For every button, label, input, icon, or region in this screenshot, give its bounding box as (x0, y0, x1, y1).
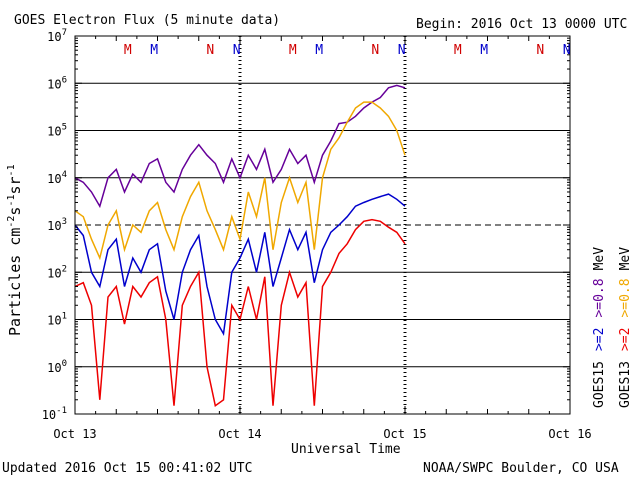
series-line (74, 84, 406, 209)
series-line (74, 218, 406, 407)
y-axis-label-text: Particles cm-2s-1sr-1 (6, 164, 24, 336)
marker-label: N (206, 43, 214, 58)
x-tick-label: Oct 16 (548, 427, 591, 441)
x-tick-label: Oct 13 (53, 427, 96, 441)
y-tick-label: 106 (47, 75, 67, 91)
legend-goes15: GOES15 >=2 >=0.8 MeV (592, 247, 607, 408)
marker-label: N (536, 43, 544, 58)
updated-timestamp: Updated 2016 Oct 15 00:41:02 UTC (2, 461, 252, 476)
y-tick-label: 105 (47, 123, 67, 139)
legend-goes13-label: GOES13 (618, 361, 633, 408)
plot-lines (74, 84, 406, 407)
legend-goes15-label: GOES15 (592, 361, 607, 408)
legend-orange-label: >=0.8 (618, 278, 633, 317)
marker-label: N (398, 43, 406, 58)
marker-label: M (454, 43, 462, 58)
y-tick-label: 107 (47, 28, 67, 44)
legend-red-label: >=2 (618, 328, 633, 351)
marker-label: M (480, 43, 488, 58)
y-axis-label: Particles cm-2s-1sr-1 (6, 164, 24, 336)
legend-mev-label-1: MeV (592, 247, 607, 271)
svg-text:GOES15>=2>=0.8MeV: GOES15 >=2 >=0.8 MeV (592, 247, 607, 408)
credit-label: NOAA/SWPC Boulder, CO USA (423, 461, 619, 476)
chart-title: GOES Electron Flux (5 minute data) (14, 13, 280, 28)
x-tick-label: Oct 15 (383, 427, 426, 441)
y-tick-label: 10-1 (42, 406, 67, 422)
marker-label: M (124, 43, 132, 58)
series-line (74, 193, 406, 336)
x-tick-label: Oct 14 (218, 427, 261, 441)
y-tick-label: 103 (47, 217, 67, 233)
begin-label: Begin: 2016 Oct 13 0000 UTC (416, 17, 627, 32)
marker-label: N (563, 43, 571, 58)
y-tick-label: 100 (47, 359, 67, 375)
legend-mev-label-2: MeV (618, 247, 633, 271)
marker-label: N (233, 43, 241, 58)
marker-label: M (289, 43, 297, 58)
axis-ticks: 10-1 100 101 102 103 104 105 106 107 Oct 13 Oct 14… (42, 28, 592, 441)
legend-goes13: GOES13 >=2 >=0.8 MeV (618, 247, 633, 408)
y-tick-label: 102 (47, 264, 67, 280)
y-tick-label: 101 (47, 312, 67, 328)
marker-label: N (371, 43, 379, 58)
x-axis-label: Universal Time (291, 442, 401, 457)
series-line (74, 101, 406, 261)
marker-label: M (315, 43, 323, 58)
y-tick-label: 104 (47, 170, 67, 186)
legend-blue-label: >=2 (592, 328, 607, 351)
svg-text:GOES13>=2>=0.8MeV: GOES13 >=2 >=0.8 MeV (618, 247, 633, 408)
marker-label: M (150, 43, 158, 58)
legend-purple-label: >=0.8 (592, 278, 607, 317)
